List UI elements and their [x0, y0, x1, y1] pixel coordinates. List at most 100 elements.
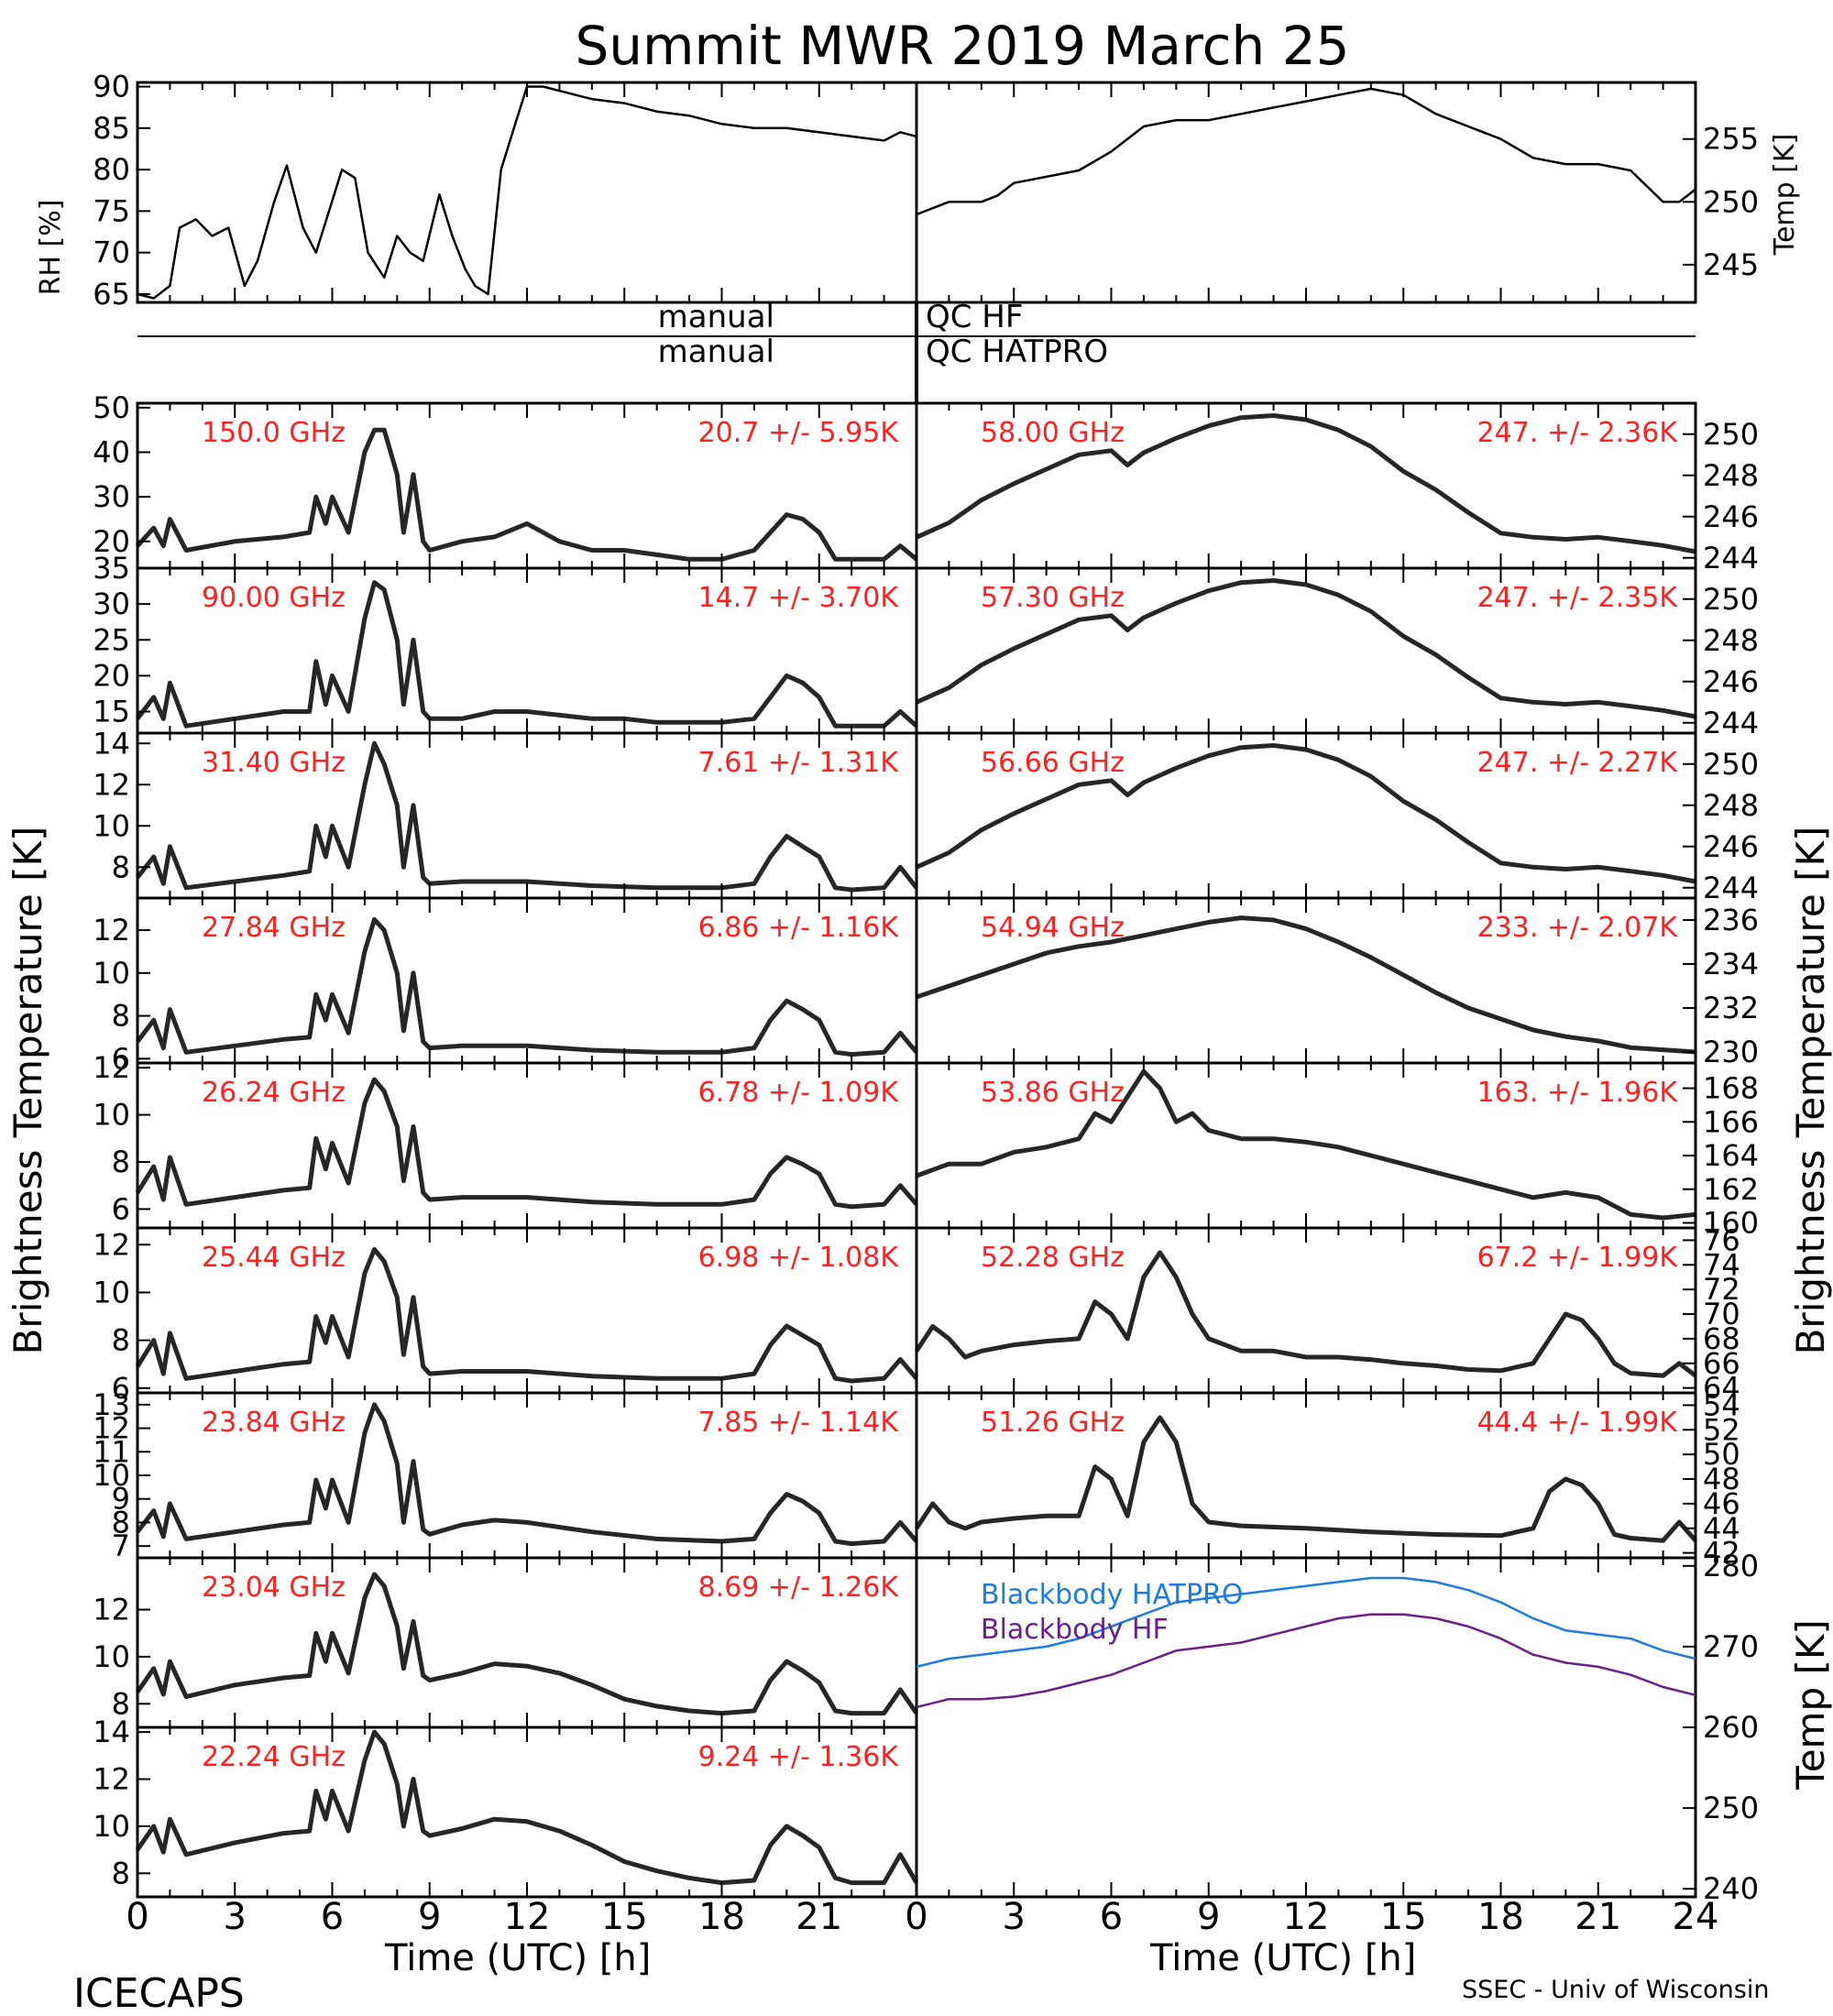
tb150-freq-label: 150.0 GHz	[202, 417, 346, 449]
tb53-data-line	[916, 1068, 1696, 1221]
tb90-stats-label: 14.7 +/- 3.70K	[698, 582, 900, 614]
tb56_66-data-line	[915, 743, 1696, 884]
temp-data-line	[916, 87, 1696, 216]
tb23_04-stats-label: 8.69 +/- 1.26K	[698, 1572, 900, 1604]
tb53-ytick-label: 166	[1703, 1104, 1759, 1139]
tb26-ytick-label: 12	[93, 1050, 130, 1085]
tb22-ytick-label: 12	[93, 1762, 130, 1797]
tb23_04-freq-label: 23.04 GHz	[202, 1572, 346, 1604]
tb54-ytick-label: 230	[1703, 1035, 1759, 1069]
temp-frame	[915, 81, 1697, 304]
tb27-freq-label: 27.84 GHz	[202, 912, 346, 944]
xtick-label-right: 6	[1100, 1896, 1123, 1938]
tb52-ytick-label: 64	[1703, 1371, 1740, 1406]
tb31-ytick-label: 12	[93, 767, 130, 802]
tb52-ytick-label: 66	[1703, 1346, 1740, 1381]
tb27-ytick-label: 10	[93, 956, 130, 991]
tb25-ytick-label: 6	[112, 1371, 130, 1406]
chart-title: Summit MWR 2019 March 25	[575, 15, 1349, 77]
tb53-ytick-label: 168	[1703, 1071, 1759, 1106]
tb31-stats-label: 7.61 +/- 1.31K	[698, 747, 900, 779]
tb26-ytick-label: 10	[93, 1098, 130, 1133]
qc-hatpro-label: QC HATPRO	[926, 334, 1108, 370]
tb23_04-data-line	[135, 1572, 919, 1716]
tb58-ytick-label: 248	[1703, 458, 1759, 493]
tb23_04-ytick-label: 10	[93, 1639, 130, 1674]
tb51-ytick-label: 46	[1703, 1486, 1740, 1521]
tb23_84-data-line	[136, 1402, 918, 1547]
tb22-freq-label: 22.24 GHz	[202, 1741, 346, 1773]
tb26-freq-label: 26.24 GHz	[202, 1077, 346, 1109]
tb150-ytick-label: 20	[93, 524, 130, 559]
xtick-label-left: 0	[126, 1896, 148, 1938]
xtick-label-left: 18	[698, 1896, 745, 1938]
tb31-data-line	[136, 740, 918, 893]
rh-ytick-label: 65	[93, 277, 130, 312]
tb54-data-line	[916, 915, 1696, 1055]
tb90-ytick-label: 35	[93, 551, 130, 586]
tb22-ytick-label: 14	[93, 1715, 130, 1749]
tb51-ytick-label: 50	[1703, 1437, 1740, 1472]
tb57_30-ytick-label: 250	[1703, 582, 1759, 617]
rh-ylabel: RH [%]	[35, 200, 67, 296]
tb26-data-line	[135, 1077, 918, 1210]
tb23_04-ytick-label: 12	[93, 1593, 130, 1627]
xaxis-label-left: Time (UTC) [h]	[384, 1937, 651, 1979]
rh-data-line	[137, 85, 917, 300]
tb23_84-ytick-label: 10	[93, 1458, 130, 1493]
bbtemp-legend-entry: Blackbody HATPRO	[981, 1579, 1244, 1611]
tb23_84-ytick-label: 11	[93, 1434, 130, 1469]
xtick-label-right: 9	[1197, 1896, 1220, 1938]
bbtemp-legend-entry: Blackbody HF	[981, 1614, 1169, 1646]
tb58-ytick-label: 250	[1703, 417, 1759, 452]
tb27-ytick-label: 6	[112, 1041, 130, 1076]
tb27-ytick-label: 8	[112, 999, 130, 1034]
tb56_66-ytick-label: 244	[1703, 871, 1759, 905]
tb23_84-ytick-label: 12	[93, 1411, 130, 1446]
bbtemp-series-line	[916, 1576, 1696, 1669]
xtick-label-right: 18	[1477, 1896, 1524, 1938]
tb26-stats-label: 6.78 +/- 1.09K	[698, 1077, 900, 1109]
tb25-ytick-label: 10	[93, 1275, 130, 1309]
xtick-label-left: 12	[504, 1896, 551, 1938]
tb58-ytick-label: 244	[1703, 541, 1759, 575]
tb54-stats-label: 233. +/- 2.07K	[1477, 912, 1679, 944]
tb90-ytick-label: 20	[93, 658, 130, 693]
tb53-stats-label: 163. +/- 1.96K	[1477, 1077, 1679, 1109]
xtick-label-right: 21	[1575, 1896, 1621, 1938]
tb51-ytick-label: 44	[1703, 1511, 1740, 1546]
tb150-data-line	[136, 427, 918, 562]
qc-hatpro-manual: manual	[658, 334, 774, 370]
tb90-ytick-label: 25	[93, 622, 130, 657]
tb56_66-ytick-label: 250	[1703, 747, 1759, 782]
tb51-ytick-label: 54	[1703, 1387, 1740, 1422]
tb26-ytick-label: 8	[112, 1145, 130, 1179]
tb57_30-ytick-label: 248	[1703, 623, 1759, 658]
tb52-ytick-label: 76	[1703, 1222, 1740, 1257]
footer-ssec: SSEC - Univ of Wisconsin	[1462, 1976, 1769, 2004]
tb90-data-line	[136, 580, 918, 729]
tb23_84-ytick-label: 7	[112, 1528, 130, 1563]
tb31-ytick-label: 8	[112, 849, 130, 884]
tb53-ytick-label: 164	[1703, 1138, 1759, 1173]
tb56_66-ytick-label: 246	[1703, 829, 1759, 864]
rh-ytick-label: 80	[93, 152, 130, 187]
tb56_66-ytick-label: 248	[1703, 788, 1759, 823]
xaxis-label-right: Time (UTC) [h]	[1149, 1937, 1416, 1979]
tb56_66-stats-label: 247. +/- 2.27K	[1477, 747, 1679, 779]
tb58-data-line	[915, 413, 1696, 554]
tb150-ytick-label: 30	[93, 479, 130, 514]
tb150-ytick-label: 50	[93, 390, 130, 425]
tb31-ytick-label: 14	[93, 726, 130, 761]
xtick-label-left: 6	[321, 1896, 344, 1938]
rh-ytick-label: 90	[93, 70, 130, 104]
tb22-stats-label: 9.24 +/- 1.36K	[698, 1741, 900, 1773]
tb27-data-line	[136, 916, 918, 1057]
xtick-label-left: 15	[601, 1896, 648, 1938]
tb31-ytick-label: 10	[93, 808, 130, 843]
tb22-ytick-label: 8	[112, 1856, 130, 1890]
tb90-ytick-label: 30	[93, 586, 130, 621]
temp-ytick-label: 245	[1703, 247, 1759, 282]
tb23_84-stats-label: 7.85 +/- 1.14K	[698, 1407, 900, 1439]
tb25-ytick-label: 8	[112, 1323, 130, 1358]
